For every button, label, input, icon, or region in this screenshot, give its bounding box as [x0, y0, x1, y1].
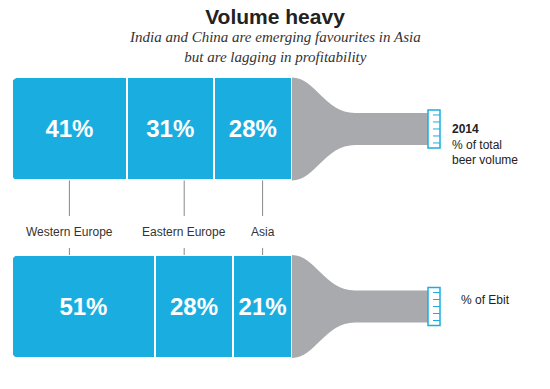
svg-text:Volume heavy: Volume heavy	[205, 5, 345, 28]
svg-text:41%: 41%	[45, 115, 93, 142]
svg-text:India and China are emerging f: India and China are emerging favourites …	[129, 29, 421, 65]
svg-text:31%: 31%	[146, 115, 194, 142]
svg-text:Eastern Europe: Eastern Europe	[142, 225, 226, 239]
svg-text:28%: 28%	[170, 293, 218, 320]
svg-text:51%: 51%	[59, 293, 107, 320]
svg-text:21%: 21%	[239, 293, 287, 320]
svg-text:Asia: Asia	[251, 225, 275, 239]
svg-text:% of Ebit: % of Ebit	[461, 293, 510, 307]
svg-text:Western Europe: Western Europe	[26, 225, 113, 239]
svg-text:28%: 28%	[229, 115, 277, 142]
svg-text:2014% of totalbeer volume: 2014% of totalbeer volume	[452, 122, 518, 167]
